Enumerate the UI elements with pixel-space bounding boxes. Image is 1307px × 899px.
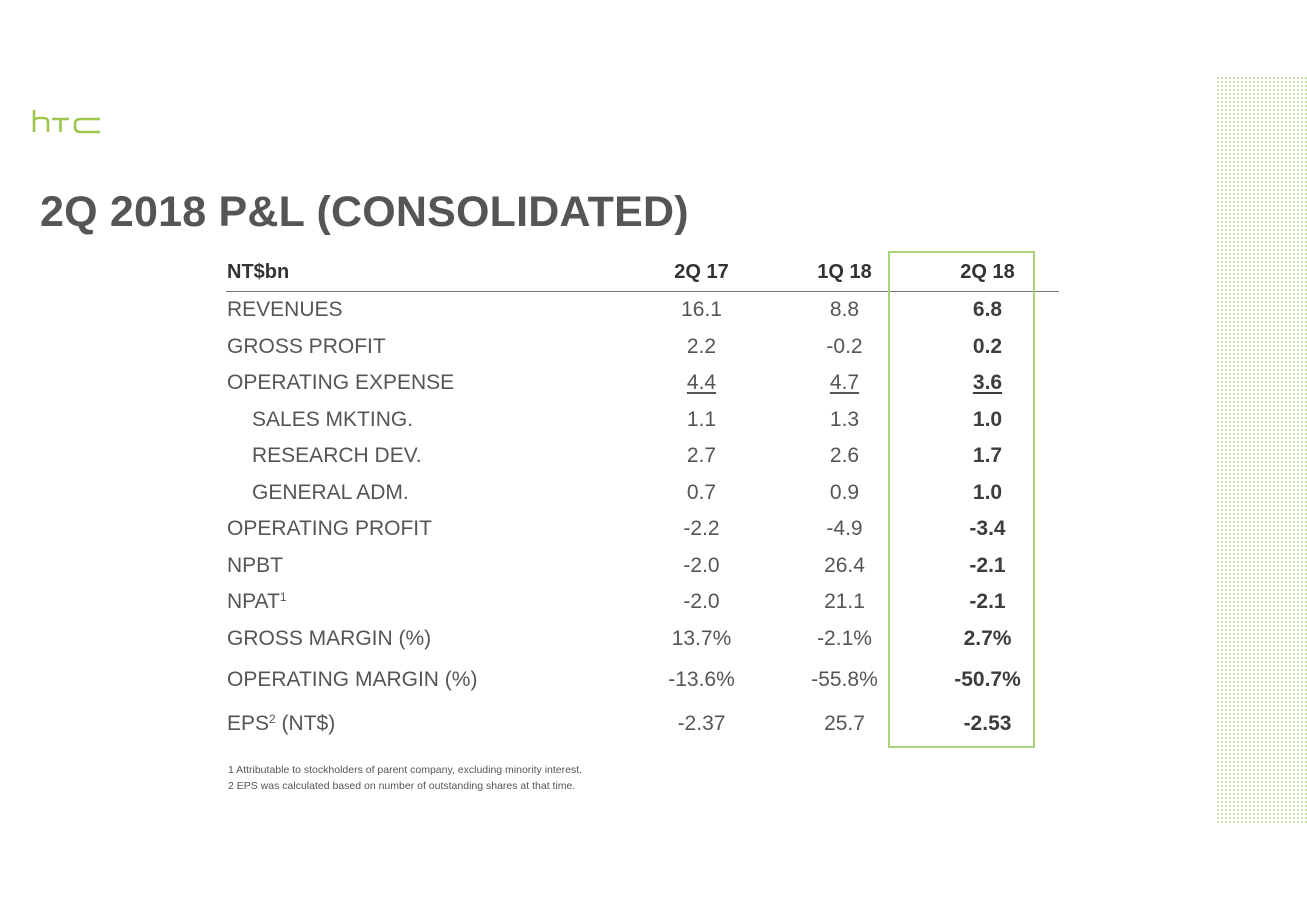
htc-logo [32,110,100,134]
value-2q18: 0.2 [972,334,1003,358]
row-label: RESEARCH DEV. [252,444,422,468]
value-1q18: -2.1% [817,626,872,650]
value-1q18: 26.4 [824,553,865,577]
table-row: SALES MKTING. 1.1 1.3 1.0 [226,402,1059,439]
value-1q18: 4.7 [773,365,916,402]
row-label-suffix: (NT$) [275,711,336,735]
table-row: NPBT -2.0 26.4 -2.1 [226,548,1059,585]
value-2q17: -2.0 [683,590,720,614]
value-2q18: 1.7 [972,444,1003,468]
row-label: EPS2 (NT$) [226,702,630,745]
unit-header: NT$bn [226,253,630,292]
table-row: GROSS MARGIN (%) 13.7% -2.1% 2.7% [226,621,1059,658]
value-2q18: -50.7% [954,667,1021,691]
value-2q18: 1.0 [972,480,1003,504]
value-2q17: 13.7% [671,626,732,650]
row-label: NPBT [227,553,284,577]
value-text: 4.4 [686,371,717,395]
value-1q18: -0.2 [826,334,863,358]
row-label: SALES MKTING. [252,407,414,431]
footnotes: 1 Attributable to stockholders of parent… [228,762,582,794]
value-2q18: -2.53 [963,711,1012,735]
page-title: 2Q 2018 P&L (CONSOLIDATED) [40,188,689,236]
decorative-dot-pattern [1216,76,1307,825]
row-label: NPAT1 [226,584,630,621]
footnote-2: 2 EPS was calculated based on number of … [228,780,576,792]
value-1q18: 2.6 [829,444,860,468]
value-1q18: 8.8 [829,298,860,322]
row-label: OPERATING EXPENSE [227,371,455,395]
value-1q18: -4.9 [826,517,863,541]
table-row: OPERATING MARGIN (%) -13.6% -55.8% -50.7… [226,657,1059,702]
footnote-1: 1 Attributable to stockholders of parent… [228,764,583,776]
value-1q18: 1.3 [829,407,860,431]
value-2q17: 16.1 [681,298,722,322]
value-2q17: -2.2 [683,517,720,541]
value-2q18: 2.7% [963,626,1012,650]
value-2q17: -2.37 [677,711,726,735]
value-1q18: 0.9 [829,480,860,504]
table-row: REVENUES 16.1 8.8 6.8 [226,292,1059,329]
value-2q18: 1.0 [972,407,1003,431]
value-2q18: -2.1 [969,590,1006,614]
table-row: OPERATING EXPENSE 4.4 4.7 3.6 [226,365,1059,402]
col-header-2q17: 2Q 17 [630,253,773,292]
value-text: 4.7 [829,371,860,395]
col-header-2q18: 2Q 18 [916,253,1059,292]
table-row: GROSS PROFIT 2.2 -0.2 0.2 [226,329,1059,366]
value-2q18: -3.4 [969,517,1006,541]
row-label: OPERATING PROFIT [227,517,432,541]
col-header-1q18: 1Q 18 [773,253,916,292]
table-row: NPAT1 -2.0 21.1 -2.1 [226,584,1059,621]
value-2q18: 3.6 [916,365,1059,402]
table-header-row: NT$bn 2Q 17 1Q 18 2Q 18 [226,253,1059,292]
value-2q17: -13.6% [668,667,735,691]
table-row: OPERATING PROFIT -2.2 -4.9 -3.4 [226,511,1059,548]
row-label: GENERAL ADM. [252,480,409,504]
value-2q17: 4.4 [630,365,773,402]
current-quarter-highlight [888,251,1035,748]
value-2q17: 1.1 [686,407,717,431]
value-1q18: 25.7 [824,711,865,735]
footnote-marker: 1 [279,590,287,605]
value-1q18: -55.8% [811,667,878,691]
footnote-marker: 2 [269,711,276,726]
row-label: GROSS PROFIT [227,334,386,358]
table-row: RESEARCH DEV. 2.7 2.6 1.7 [226,438,1059,475]
value-2q17: 2.7 [686,444,717,468]
table-row: EPS2 (NT$) -2.37 25.7 -2.53 [226,702,1059,745]
row-label-text: NPAT [227,590,280,614]
value-1q18: 21.1 [824,590,865,614]
row-label-text: EPS [227,711,270,735]
value-text: 3.6 [972,371,1003,395]
table-row: GENERAL ADM. 0.7 0.9 1.0 [226,475,1059,512]
pl-table: NT$bn 2Q 17 1Q 18 2Q 18 REVENUES 16.1 8.… [226,253,1059,745]
value-2q18: 6.8 [972,298,1003,322]
row-label: OPERATING MARGIN (%) [227,667,478,691]
row-label: REVENUES [227,298,343,322]
value-2q17: -2.0 [683,553,720,577]
row-label: GROSS MARGIN (%) [227,626,432,650]
value-2q17: 2.2 [686,334,717,358]
value-2q17: 0.7 [686,480,717,504]
value-2q18: -2.1 [969,553,1006,577]
